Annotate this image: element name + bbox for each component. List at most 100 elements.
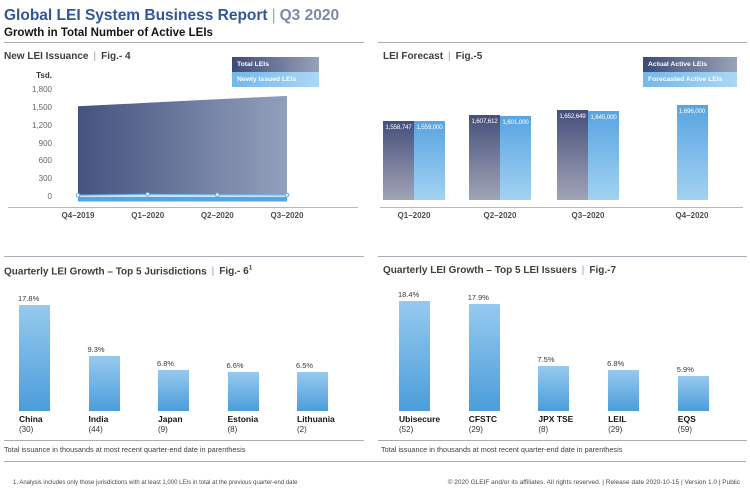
panel-top5-lei-issuers: Quarterly LEI Growth – Top 5 LEI Issuers…: [378, 256, 747, 461]
forecast-active-bar: 1,559,000: [414, 120, 445, 200]
panel-divider: [378, 440, 747, 441]
percent-label: 6.5%: [296, 361, 314, 371]
growth-bar: [538, 366, 570, 411]
bar-value-label: 1,607,612: [471, 118, 498, 126]
figure-number: Fig.- 61: [219, 265, 253, 278]
data-point-marker: [75, 192, 81, 198]
panel-divider: [4, 440, 364, 441]
fig5-legend: Actual Active LEIs Forecasted Active LEI…: [643, 57, 737, 87]
panel-title-text: Quarterly LEI Growth – Top 5 Jurisdictio…: [4, 266, 207, 278]
report-header: Global LEI System Business Report | Q3 202…: [0, 0, 750, 42]
issuance-label: (8): [538, 425, 549, 434]
y-tick-label: 900: [38, 138, 52, 148]
y-tick-label: 0: [47, 192, 52, 201]
category-label: Ubisecure: [399, 414, 441, 424]
growth-bar: [399, 301, 430, 411]
figure-number: Fig.-7: [589, 265, 617, 276]
issuance-label: (30): [19, 425, 34, 434]
x-axis-label: Q4–2019: [61, 211, 95, 220]
category-label: JPX TSE: [538, 414, 574, 424]
actual-active-bar: 1,607,612: [469, 115, 500, 200]
issuance-label: (52): [399, 425, 414, 434]
report-subtitle: Growth in Total Number of Active LEIs: [4, 27, 213, 39]
title-separator: |: [271, 7, 276, 24]
copyright-notice: © 2020 GLEIF and/or its affiliates. All …: [447, 479, 740, 486]
chart-footnote: Total issuance in thousands at most rece…: [4, 445, 246, 454]
forecast-active-bar: 1,645,000: [588, 110, 619, 200]
panel-title: Quarterly LEI Growth – Top 5 LEI Issuers…: [383, 265, 616, 276]
x-axis-label: Q4–2020: [675, 211, 709, 220]
figure-number: Fig.- 4: [101, 51, 131, 62]
category-label: China: [19, 414, 43, 424]
percent-label: 17.8%: [18, 293, 40, 303]
issuance-label: (2): [297, 425, 307, 434]
percent-label: 6.8%: [607, 359, 625, 369]
issuance-label: (29): [608, 425, 623, 434]
x-axis-label: Q3–2020: [571, 211, 605, 220]
newly-issued-strip: [78, 197, 287, 202]
data-point-marker: [145, 192, 150, 197]
issuance-label: (9): [158, 425, 168, 434]
panel-title: New LEI Issuance | Fig.- 4: [4, 51, 131, 62]
analysis-footnote: 1. Analysis includes only those jurisdic…: [13, 480, 298, 486]
panel-title-text: New LEI Issuance: [4, 51, 89, 62]
category-label: Estonia: [227, 414, 259, 424]
panel-title-text: Quarterly LEI Growth – Top 5 LEI Issuers: [383, 265, 577, 276]
category-label: EQS: [677, 414, 696, 424]
growth-bar: [158, 370, 189, 411]
growth-bar: [677, 375, 709, 411]
growth-bar: [468, 304, 500, 411]
category-label: LEIL: [608, 414, 627, 424]
panel-title-text: LEI Forecast: [383, 51, 444, 62]
panel-title: LEI Forecast | Fig.-5: [383, 51, 482, 62]
bar-value-label: 1,645,000: [590, 113, 617, 121]
legend-item-forecasted-active-leis: Forecasted Active LEIs: [643, 72, 737, 87]
total-leis-area: [78, 95, 287, 197]
x-axis-label: Q2–2020: [200, 211, 234, 220]
category-label: CFSTC: [468, 414, 498, 424]
data-point-marker: [215, 192, 220, 197]
fig4-legend: Total LEIs Newly Issued LEIs: [232, 57, 319, 87]
page-title: Global LEI System Business Report | Q3 202…: [4, 7, 750, 25]
growth-bar: [227, 371, 259, 411]
panel-lei-forecast: LEI Forecast | Fig.-5 Actual Active LEIs F…: [378, 42, 747, 256]
page-footer: 1. Analysis includes only those jurisdic…: [4, 461, 746, 486]
y-tick-label: 1,500: [31, 102, 52, 112]
percent-label: 7.5%: [537, 355, 555, 365]
report-period: Q3 2020: [279, 7, 340, 24]
panel-grid: New LEI Issuance | Fig.- 4 Total LEIs Newl…: [4, 42, 750, 461]
figure-number: Fig.-5: [455, 51, 483, 62]
growth-bar: [19, 304, 50, 411]
forecast-active-bar: 1,601,000: [500, 116, 531, 200]
category-label: Japan: [158, 414, 183, 424]
bar-value-label: 1,652,649: [559, 113, 586, 121]
panel-title-separator: |: [448, 51, 451, 62]
x-axis-label: Q2–2020: [483, 211, 517, 220]
report-title: Global LEI System Business Report: [4, 7, 268, 24]
x-axis-label: Q1–2020: [397, 211, 431, 220]
percent-label: 5.9%: [676, 364, 694, 374]
y-tick-label: 600: [38, 156, 52, 166]
footnote-marker: 1: [248, 265, 253, 272]
growth-bar: [297, 372, 328, 411]
panel-title: Quarterly LEI Growth – Top 5 Jurisdictio…: [4, 265, 252, 277]
legend-item-newly-issued-leis: Newly Issued LEIs: [232, 72, 319, 87]
actual-active-bar: 1,652,649: [557, 110, 588, 200]
panel-title-separator: |: [581, 265, 585, 276]
issuance-label: (29): [468, 425, 483, 434]
y-tick-label: 1,200: [31, 120, 52, 130]
area-chart-canvas: [8, 95, 358, 208]
newly-issued-line: [77, 193, 288, 196]
chart-footnote: Total issuance in thousands at most rece…: [381, 445, 623, 454]
legend-item-total-leis: Total LEIs: [232, 57, 319, 72]
issuance-label: (59): [677, 425, 693, 434]
bar-value-label: 1,696,000: [678, 108, 706, 115]
panel-top5-jurisdictions: Quarterly LEI Growth – Top 5 Jurisdictio…: [4, 256, 364, 461]
bar-value-label: 1,601,000: [502, 119, 529, 127]
bar-value-label: 1,558,747: [385, 123, 412, 131]
percent-label: 6.8%: [157, 359, 175, 369]
issuance-label: (44): [88, 425, 103, 434]
x-axis-label: Q3–2020: [270, 211, 304, 220]
y-tick-label: 1,800: [31, 85, 52, 94]
